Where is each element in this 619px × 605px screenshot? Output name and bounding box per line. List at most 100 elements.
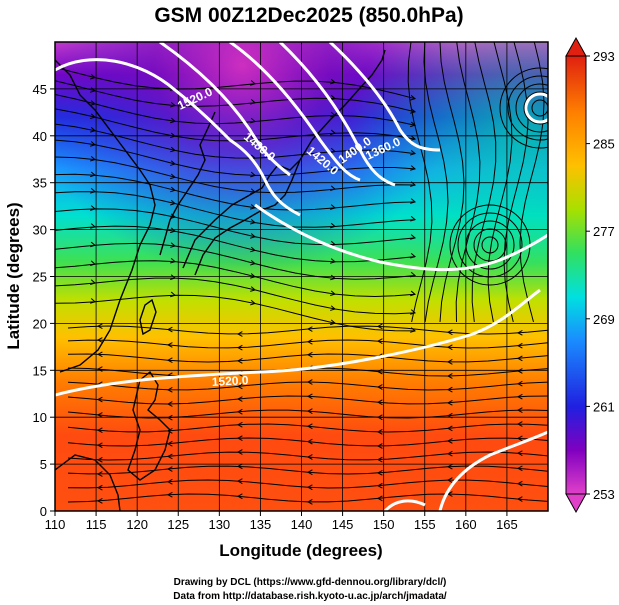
colorbar-tick-label: 253	[593, 487, 615, 502]
wind-arrow	[170, 242, 177, 248]
colorbar-tick-label: 293	[593, 49, 615, 64]
wind-arrow	[330, 290, 337, 297]
x-axis-ticks: 110 115 120 125 130 135 140 145 150 155 160 165	[45, 511, 518, 532]
wind-arrow	[236, 435, 243, 441]
wind-streamline	[471, 42, 497, 323]
colorbar-gradient	[565, 55, 587, 495]
wind-arrow	[96, 351, 103, 358]
wind-arrow	[330, 305, 337, 311]
plot-area: 1520.0 1480.0 1420.0 1400.0 1360.0 1520.…	[55, 42, 548, 511]
colorbar-tick-label: 269	[593, 312, 615, 327]
wind-arrow	[446, 412, 453, 419]
wind-streamline	[55, 139, 416, 176]
wind-streamline	[503, 42, 529, 323]
wind-arrow	[90, 260, 97, 267]
wind-arrow	[90, 155, 97, 162]
wind-arrow	[250, 80, 257, 86]
wind-arrow	[306, 408, 313, 414]
y-tick-label: 20	[33, 316, 47, 331]
wind-arrow	[250, 204, 257, 210]
wind-arrow	[166, 357, 173, 364]
wind-arrow	[90, 73, 97, 80]
wind-arrow	[410, 271, 417, 278]
wind-arrow	[90, 223, 97, 229]
wind-arrow	[166, 414, 173, 421]
credit-drawing: Drawing by DCL (https://www.gfd-dennou.o…	[174, 577, 447, 588]
wind-arrow	[516, 465, 523, 472]
wind-arrow	[410, 327, 417, 333]
wind-streamline	[55, 208, 416, 246]
wind-arrow	[166, 453, 173, 460]
wind-arrow	[306, 469, 313, 476]
wind-arrow	[166, 342, 173, 348]
wind-arrow	[330, 78, 337, 85]
x-tick-label: 140	[291, 517, 313, 532]
x-tick-label: 135	[250, 517, 272, 532]
wind-streamline	[55, 156, 416, 194]
wind-arrow	[96, 427, 103, 434]
contour-1480	[159, 42, 291, 177]
x-tick-label: 120	[126, 517, 148, 532]
wind-streamline	[455, 42, 481, 323]
wind-streamline	[487, 42, 513, 323]
wind-streamline	[55, 80, 416, 113]
y-axis-label: Latitude (degrees)	[4, 202, 23, 349]
y-tick-label: 5	[40, 457, 47, 472]
wind-arrow	[96, 323, 103, 330]
wind-arrow	[376, 368, 383, 375]
wind-arrow	[96, 498, 103, 504]
wind-arrow	[96, 457, 103, 463]
wind-arrow	[516, 355, 523, 362]
cyclone-streamline	[515, 83, 548, 133]
wind-arrow	[446, 450, 453, 457]
wind-arrow	[446, 438, 453, 444]
korea-coastline	[159, 111, 216, 256]
wind-arrow	[96, 471, 103, 477]
wind-streamline	[423, 42, 449, 323]
contour-1420	[229, 42, 361, 182]
y-tick-label: 10	[33, 410, 47, 425]
borneo-coastline	[55, 454, 121, 511]
contour-1360	[328, 42, 441, 152]
wind-arrow	[330, 258, 337, 264]
wind-arrow	[236, 396, 243, 402]
wind-arrow	[306, 351, 313, 358]
contour-1400	[278, 42, 396, 187]
wind-arrow	[236, 493, 243, 500]
wind-arrow	[90, 127, 97, 133]
wind-arrow	[90, 171, 97, 178]
wind-arrow	[376, 323, 383, 330]
wind-streamline	[407, 42, 433, 323]
x-tick-label: 110	[45, 517, 66, 532]
wind-arrow	[516, 450, 523, 457]
wind-arrow	[250, 99, 257, 105]
wind-arrow	[410, 290, 417, 297]
wind-arrow	[410, 309, 417, 315]
x-tick-label: 150	[373, 517, 395, 532]
wind-arrow	[90, 241, 97, 248]
wind-arrow	[410, 149, 417, 156]
wind-arrow	[516, 407, 523, 413]
x-tick-label: 165	[496, 517, 518, 532]
wind-arrow	[306, 423, 313, 430]
wind-arrow	[236, 463, 243, 470]
wind-arrow	[166, 326, 173, 333]
wind-arrow	[250, 246, 257, 253]
y-tick-label: 40	[33, 129, 47, 144]
wind-arrow	[306, 326, 313, 332]
wind-arrow	[250, 117, 257, 124]
wind-arrow	[446, 329, 453, 336]
wind-arrow	[250, 273, 257, 279]
wind-arrow	[170, 291, 177, 298]
wind-arrow	[306, 484, 313, 491]
wind-arrow	[96, 396, 103, 403]
x-tick-label: 115	[86, 517, 107, 532]
wind-arrow	[376, 399, 383, 406]
wind-arrow	[516, 480, 523, 487]
wind-arrow	[166, 428, 173, 434]
colorbar-tick-label: 261	[593, 399, 615, 414]
wind-arrow	[170, 186, 177, 193]
wind-arrow	[516, 496, 523, 502]
wind-arrow	[330, 222, 337, 229]
